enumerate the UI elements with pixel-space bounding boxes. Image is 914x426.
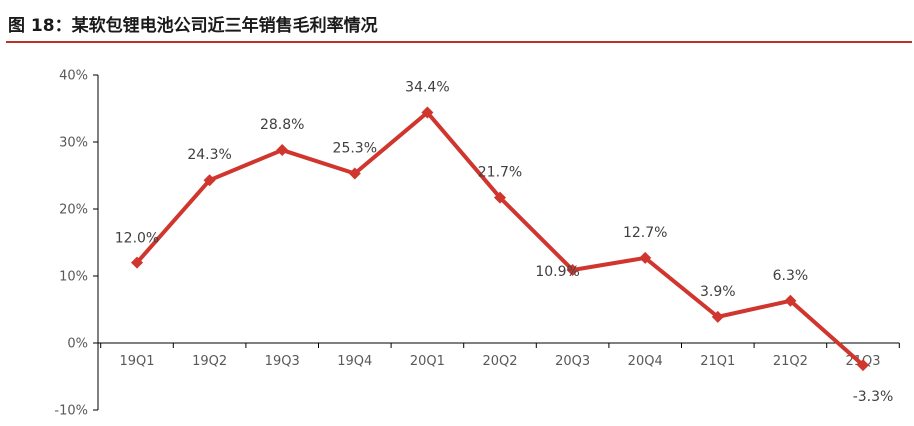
x-tick-label: 19Q2 [192, 354, 227, 369]
data-label: 12.0% [115, 231, 159, 247]
series-path [135, 110, 865, 367]
y-tick-label: -10% [54, 404, 88, 419]
x-tick-label: 19Q3 [265, 354, 300, 369]
data-label: 3.9% [700, 284, 736, 300]
x-tick-label: 21Q1 [700, 354, 735, 369]
data-point [276, 144, 289, 157]
y-tick-label: 30% [59, 136, 88, 151]
y-axis: -10% 0% 10% 20% 30% 40% [54, 69, 99, 419]
data-point [566, 263, 579, 276]
data-label: -3.3% [853, 389, 894, 405]
y-tick-label: 0% [67, 337, 88, 352]
data-label: 12.7% [623, 225, 667, 241]
data-point [421, 106, 434, 119]
x-tick-label: 19Q4 [337, 354, 372, 369]
data-label: 34.4% [405, 80, 449, 96]
data-point [639, 251, 652, 264]
data-point [348, 167, 361, 180]
data-labels: 12.0% 24.3% 28.8% 25.3% 34.4% 21.7% 10.9% 12.7%… [115, 80, 894, 406]
data-label: 10.9% [535, 264, 579, 280]
x-tick-label: 20Q1 [410, 354, 445, 369]
x-tick-label: 20Q4 [628, 354, 663, 369]
data-label: 25.3% [333, 140, 377, 156]
figure-header: 图 18：某软包锂电池公司近三年销售毛利率情况 [0, 0, 914, 44]
figure-title: 图 18：某软包锂电池公司近三年销售毛利率情况 [8, 16, 378, 36]
data-point [494, 191, 506, 204]
data-label: 28.8% [260, 117, 304, 133]
data-label: 24.3% [187, 147, 231, 163]
y-tick-label: 20% [59, 203, 88, 218]
x-axis: 19Q1 19Q2 19Q3 19Q4 20Q1 20Q2 20Q3 20Q4 21Q1 21Q2… [98, 342, 900, 369]
data-point [203, 174, 216, 187]
series-line [131, 106, 869, 372]
data-label: 6.3% [773, 268, 809, 284]
x-tick-label: 21Q2 [773, 354, 808, 369]
data-label: 21.7% [478, 165, 522, 181]
data-point [857, 359, 869, 372]
data-point [711, 310, 724, 323]
y-tick-label: 10% [59, 270, 88, 285]
data-point [131, 256, 143, 269]
x-tick-label: 19Q1 [119, 354, 154, 369]
x-tick-label: 20Q3 [555, 354, 590, 369]
data-point [784, 294, 797, 307]
title-underline [6, 41, 912, 43]
y-tick-label: 40% [59, 69, 88, 84]
x-tick-label: 20Q2 [482, 354, 517, 369]
